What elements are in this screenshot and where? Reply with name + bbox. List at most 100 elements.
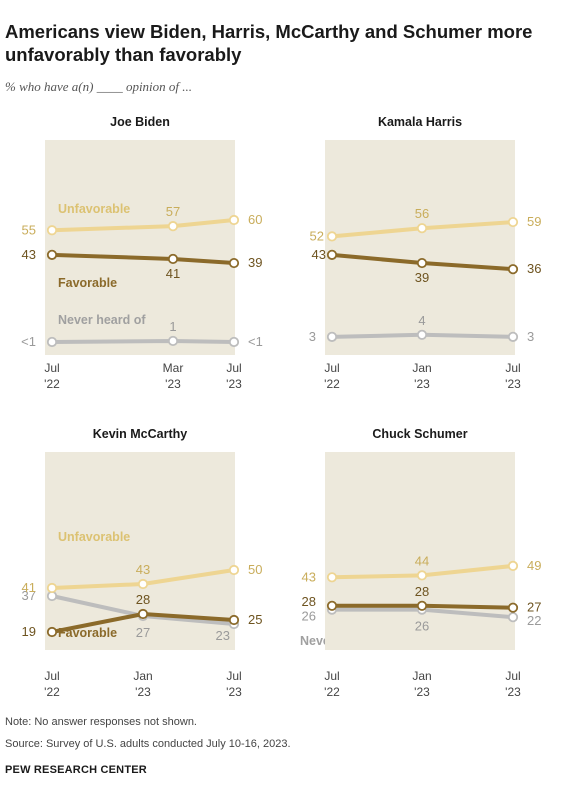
x-tick-label: Jul (44, 669, 59, 683)
data-point-favorable (416, 600, 428, 611)
data-label: 57 (166, 204, 180, 219)
data-label: 39 (248, 255, 262, 270)
data-point-favorable (326, 249, 338, 260)
x-tick-label: '22 (44, 377, 60, 391)
data-point-unfavorable (416, 570, 428, 581)
data-point-unfavorable (137, 578, 149, 590)
data-label: 56 (415, 206, 429, 221)
data-label: 43 (312, 247, 326, 262)
data-point-unfavorable (326, 231, 338, 242)
data-label: 25 (248, 612, 262, 627)
data-point-never (416, 329, 428, 340)
data-label: 43 (302, 569, 316, 584)
data-point-never (507, 612, 519, 623)
data-label: 27 (527, 600, 541, 615)
data-point-favorable (507, 602, 519, 613)
data-point-never (326, 331, 338, 342)
x-tick-label: Jul (226, 361, 241, 375)
panel-title-mccarthy: Kevin McCarthy (92, 427, 188, 441)
note-text: Note: No answer responses not shown. (5, 716, 197, 728)
data-label: 41 (22, 580, 36, 595)
data-label: 28 (136, 592, 150, 607)
x-tick-label: '23 (414, 377, 430, 391)
x-tick-label: '23 (165, 377, 181, 391)
x-tick-label: Jul (505, 361, 520, 375)
data-point-favorable (416, 257, 428, 269)
legend-label-unfavorable: Unfavorable (58, 202, 130, 216)
data-label: 1 (169, 319, 176, 334)
data-label: 59 (527, 214, 541, 229)
data-label: <1 (248, 334, 263, 349)
data-point-unfavorable (228, 564, 240, 576)
x-tick-label: Jul (505, 669, 520, 683)
legend-label-favorable: Favorable (58, 626, 117, 640)
legend-label-never: Never heard of (58, 313, 146, 327)
data-label: 26 (302, 609, 316, 624)
panel-background (45, 140, 235, 355)
data-point-unfavorable (507, 216, 519, 228)
data-label: 26 (415, 619, 429, 634)
data-label: 44 (415, 553, 429, 568)
legend-label-favorable: Favorable (58, 276, 117, 290)
x-tick-label: Jan (412, 361, 431, 375)
x-tick-label: Jul (44, 361, 59, 375)
data-point-unfavorable (167, 221, 179, 232)
data-point-never (507, 331, 519, 342)
series-line-never (50, 338, 236, 344)
data-label: 23 (216, 628, 230, 643)
panel-background (325, 140, 515, 355)
data-label: 60 (248, 212, 262, 227)
data-label: 43 (22, 247, 36, 262)
data-label: 28 (302, 594, 316, 609)
data-point-never (46, 336, 58, 348)
data-point-favorable (46, 249, 58, 260)
x-tick-label: '23 (414, 685, 430, 699)
legend-label-unfavorable: Unfavorable (58, 530, 130, 544)
data-point-unfavorable (507, 560, 519, 572)
x-tick-label: '23 (505, 377, 521, 391)
chart-title: Americans view Biden, Harris, McCarthy a… (5, 21, 533, 65)
data-point-unfavorable (46, 225, 58, 236)
x-tick-label: '22 (44, 685, 60, 699)
data-label: <1 (21, 334, 36, 349)
data-point-favorable (326, 600, 338, 611)
data-point-never (167, 335, 179, 347)
x-tick-label: '23 (135, 685, 151, 699)
data-point-favorable (228, 614, 240, 626)
data-label: 3 (527, 329, 534, 344)
data-point-favorable (167, 253, 179, 265)
data-label: 39 (415, 270, 429, 285)
data-label: 49 (527, 558, 541, 573)
data-point-favorable (507, 264, 519, 275)
x-tick-label: Mar (163, 361, 184, 375)
x-tick-label: Jan (133, 669, 152, 683)
data-label: 27 (136, 625, 150, 640)
x-tick-label: '23 (226, 377, 242, 391)
data-label: 3 (309, 329, 316, 344)
data-point-favorable (228, 257, 240, 269)
data-label: 50 (248, 562, 262, 577)
pew-logo-text: PEW RESEARCH CENTER (5, 764, 147, 776)
data-label: 52 (310, 228, 324, 243)
x-tick-label: '23 (505, 685, 521, 699)
data-point-unfavorable (228, 214, 240, 226)
x-tick-label: '23 (226, 685, 242, 699)
panel-title-schumer: Chuck Schumer (372, 427, 468, 441)
data-label: 41 (166, 266, 180, 281)
x-tick-label: Jan (412, 669, 431, 683)
data-point-unfavorable (326, 572, 338, 583)
data-label: 4 (418, 313, 425, 328)
chart-subtitle: % who have a(n) ____ opinion of ... (5, 79, 193, 94)
data-label: 36 (527, 261, 541, 276)
data-point-unfavorable (416, 223, 428, 234)
data-label: 43 (136, 562, 150, 577)
data-point-never (228, 336, 240, 348)
x-tick-label: '22 (324, 377, 340, 391)
x-tick-label: Jul (324, 361, 339, 375)
data-point-favorable (46, 626, 58, 638)
source-text: Source: Survey of U.S. adults conducted … (5, 738, 291, 750)
x-tick-label: Jul (226, 669, 241, 683)
panel-background (325, 452, 515, 650)
data-label: 55 (22, 222, 36, 237)
